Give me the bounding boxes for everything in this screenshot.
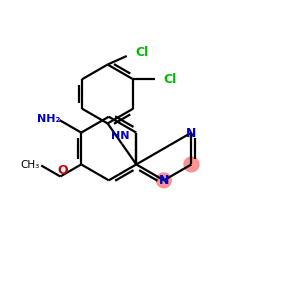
Text: O: O [57, 164, 68, 176]
Text: Cl: Cl [164, 73, 177, 86]
Text: Cl: Cl [135, 46, 148, 59]
Circle shape [184, 157, 199, 172]
Text: CH₃: CH₃ [20, 160, 40, 170]
Circle shape [157, 173, 171, 188]
Text: N: N [159, 174, 169, 187]
Text: N: N [186, 127, 197, 140]
Text: HN: HN [111, 131, 130, 141]
Text: NH₂: NH₂ [37, 114, 60, 124]
